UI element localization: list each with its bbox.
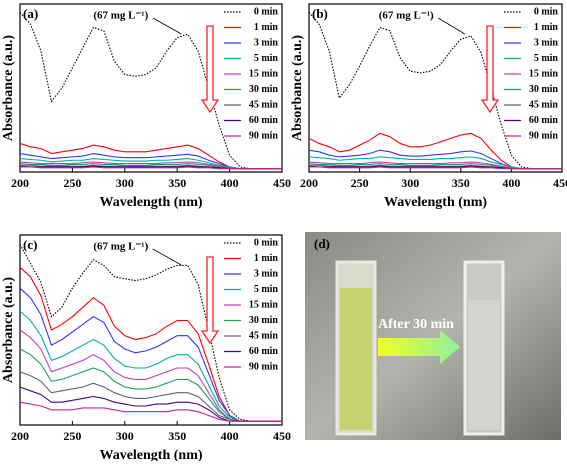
trend-arrow bbox=[200, 25, 220, 114]
legend-label: 1 min bbox=[534, 22, 559, 33]
series-line bbox=[19, 12, 282, 170]
x-tick-label: 300 bbox=[401, 176, 419, 190]
legend-label: 0 min bbox=[254, 6, 279, 17]
x-axis-label: Wavelength (nm) bbox=[99, 195, 202, 210]
series-line bbox=[19, 161, 282, 170]
series-line bbox=[19, 401, 282, 422]
x-tick-label: 450 bbox=[273, 429, 291, 443]
x-tick-label: 400 bbox=[221, 429, 239, 443]
legend-label: 1 min bbox=[254, 253, 279, 264]
legend-label: 90 min bbox=[249, 130, 279, 141]
x-tick-label: 200 bbox=[300, 176, 318, 190]
legend-label: 15 min bbox=[249, 68, 279, 79]
panel-label: (c) bbox=[23, 237, 37, 252]
legend-label: 90 min bbox=[529, 130, 559, 141]
series-line bbox=[19, 266, 282, 422]
series-line bbox=[19, 348, 282, 422]
x-tick-label: 400 bbox=[502, 176, 520, 190]
panel-label: (d) bbox=[314, 236, 330, 251]
arrow bbox=[378, 330, 460, 364]
series-line bbox=[19, 142, 282, 170]
legend-label: 45 min bbox=[249, 99, 279, 110]
x-tick-label: 300 bbox=[116, 176, 134, 190]
y-axis-label: Absorbance (a.u.) bbox=[1, 35, 16, 142]
legend-label: 30 min bbox=[249, 84, 279, 95]
legend-label: 5 min bbox=[254, 284, 279, 295]
x-tick-label: 450 bbox=[273, 176, 291, 190]
photo-panel: (d) After 30 min bbox=[305, 232, 561, 440]
panel-label: (a) bbox=[23, 6, 38, 21]
series-line bbox=[309, 166, 562, 170]
legend-label: 15 min bbox=[249, 299, 279, 310]
legend-label: 60 min bbox=[529, 115, 559, 126]
y-axis-label: Absorbance (a.u.) bbox=[1, 277, 16, 384]
legend-label: 0 min bbox=[254, 237, 279, 248]
legend-label: 60 min bbox=[249, 115, 279, 126]
series-line bbox=[19, 152, 282, 170]
x-tick-label: 250 bbox=[63, 429, 81, 443]
annotation-pointer bbox=[152, 248, 182, 266]
x-tick-label: 250 bbox=[63, 176, 81, 190]
series-line bbox=[308, 12, 562, 170]
x-tick-label: 200 bbox=[11, 176, 29, 190]
legend-label: 45 min bbox=[249, 330, 279, 341]
legend-label: 3 min bbox=[254, 268, 279, 279]
photo-annotation: After 30 min bbox=[378, 317, 454, 332]
x-tick-label: 350 bbox=[168, 429, 186, 443]
series-line bbox=[308, 156, 562, 170]
series-line bbox=[308, 163, 562, 170]
x-tick-label: 350 bbox=[168, 176, 186, 190]
x-tick-label: 350 bbox=[452, 176, 470, 190]
x-tick-label: 400 bbox=[221, 176, 239, 190]
annotation: (67 mg L⁻¹) bbox=[93, 10, 148, 22]
legend-label: 60 min bbox=[249, 346, 279, 357]
series-line bbox=[19, 310, 282, 422]
annotation-pointer bbox=[152, 17, 182, 35]
series-line bbox=[19, 371, 282, 422]
trend-arrow bbox=[480, 25, 500, 114]
plot-frame bbox=[308, 3, 563, 173]
plot-frame bbox=[19, 3, 283, 173]
x-tick-label: 450 bbox=[553, 176, 567, 190]
plot-frame bbox=[19, 234, 283, 426]
series-line bbox=[19, 165, 282, 170]
legend-label: 30 min bbox=[249, 315, 279, 326]
series-line bbox=[308, 165, 562, 170]
panel-label: (b) bbox=[312, 6, 328, 21]
x-axis-label: Wavelength (nm) bbox=[99, 448, 202, 461]
series-line bbox=[20, 166, 282, 170]
yellow-solution bbox=[340, 288, 372, 430]
series-line bbox=[308, 132, 562, 170]
series-line bbox=[308, 161, 562, 170]
series-line bbox=[19, 163, 282, 170]
x-tick-label: 300 bbox=[116, 429, 134, 443]
series-line bbox=[19, 244, 282, 422]
legend-label: 3 min bbox=[254, 37, 279, 48]
legend-label: 30 min bbox=[529, 84, 559, 95]
legend-label: 45 min bbox=[529, 99, 559, 110]
legend-label: 5 min bbox=[534, 53, 559, 64]
annotation: (67 mg L⁻¹) bbox=[379, 10, 434, 22]
series-line bbox=[308, 149, 562, 170]
y-axis-label: Absorbance (a.u.) bbox=[290, 35, 305, 142]
legend-label: 3 min bbox=[534, 37, 559, 48]
series-line bbox=[19, 386, 282, 422]
legend-label: 0 min bbox=[534, 6, 559, 17]
x-axis-label: Wavelength (nm) bbox=[384, 195, 487, 210]
series-line bbox=[19, 158, 282, 170]
legend-label: 90 min bbox=[249, 361, 279, 372]
legend-label: 1 min bbox=[254, 22, 279, 33]
series-line bbox=[19, 287, 282, 422]
x-tick-label: 200 bbox=[11, 429, 29, 443]
legend-label: 15 min bbox=[529, 68, 559, 79]
trend-arrow bbox=[200, 256, 220, 345]
x-tick-label: 250 bbox=[351, 176, 369, 190]
annotation-pointer bbox=[437, 17, 466, 35]
annotation: (67 mg L⁻¹) bbox=[93, 241, 148, 253]
legend-label: 5 min bbox=[254, 53, 279, 64]
clear-solution bbox=[468, 300, 500, 430]
series-line bbox=[19, 329, 282, 422]
